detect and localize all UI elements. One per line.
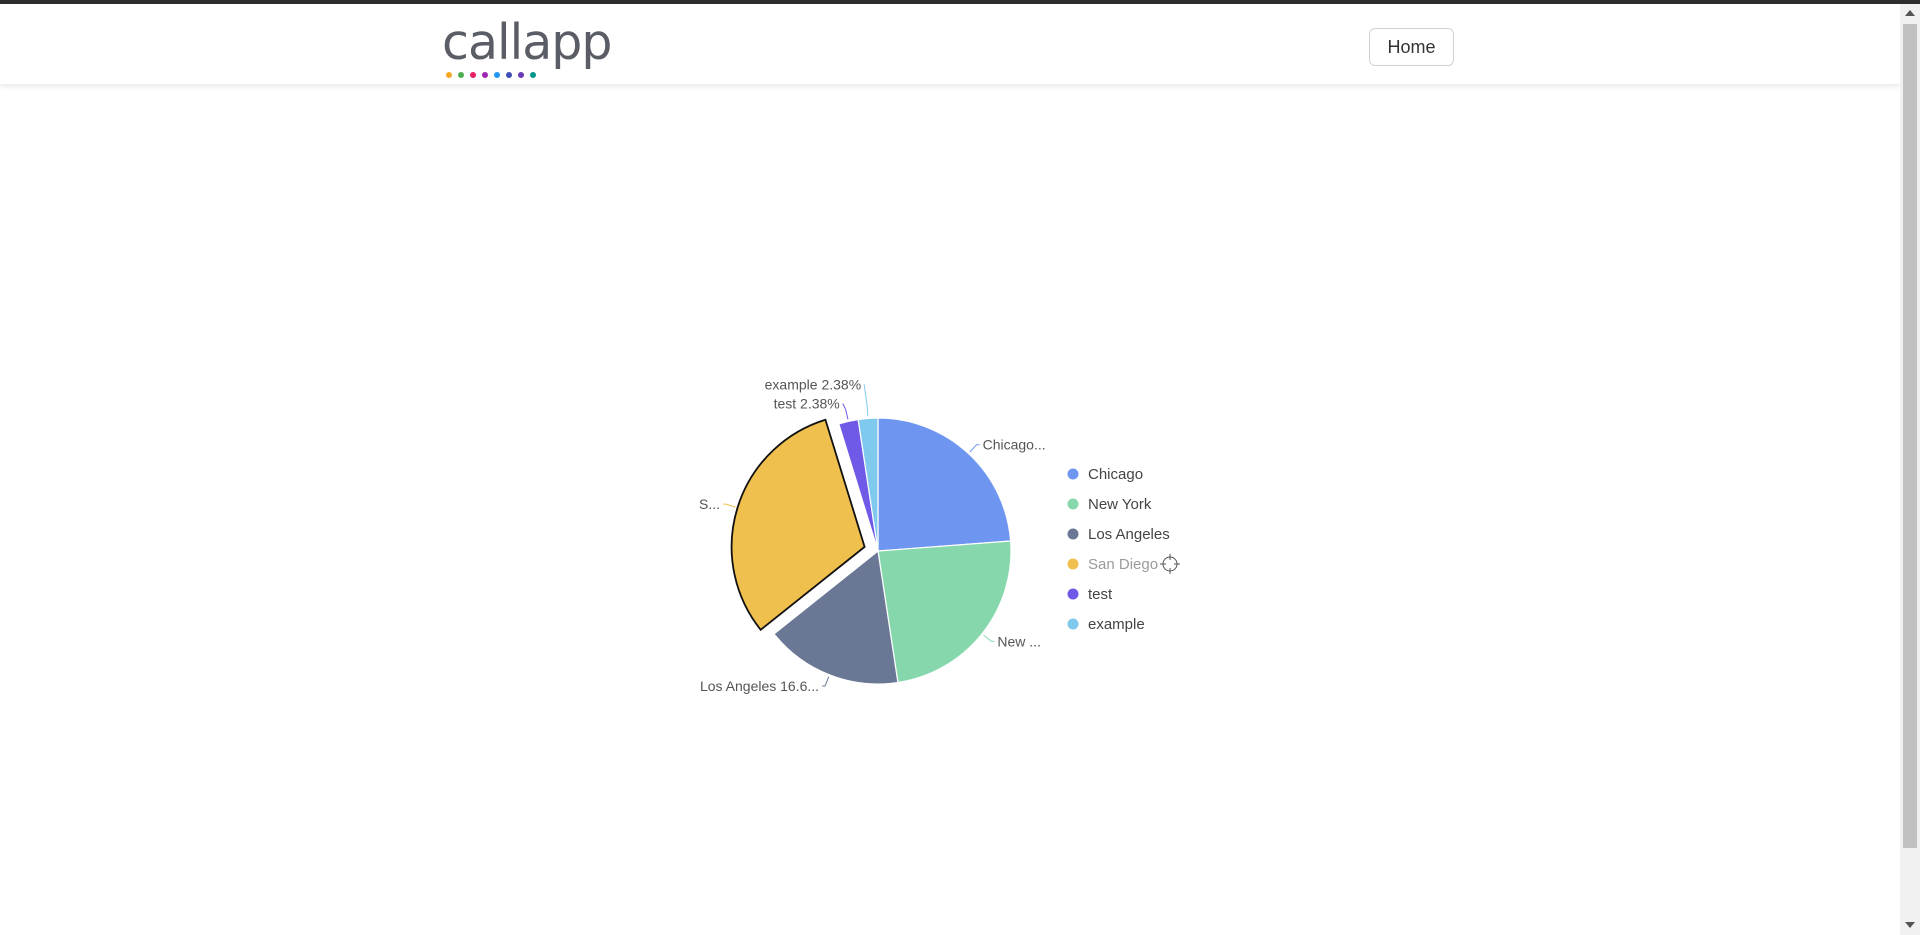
legend-label-new-york: New York	[1088, 496, 1152, 513]
leader-line-san-diego	[723, 503, 736, 508]
logo-dot	[494, 72, 500, 78]
leader-line-chicago	[969, 444, 980, 453]
legend-label-test: test	[1088, 586, 1113, 603]
pie-slice-new-york[interactable]	[877, 540, 1012, 684]
navbar: callapp Home	[0, 4, 1900, 84]
vertical-scrollbar[interactable]	[1900, 4, 1920, 935]
legend-item-new-york[interactable]: New York	[1067, 496, 1152, 513]
legend-item-san-diego[interactable]: San Diego	[1067, 556, 1159, 573]
legend-label-chicago: Chicago	[1088, 466, 1143, 483]
legend-label-example: example	[1088, 616, 1145, 633]
scroll-up-icon[interactable]	[1905, 10, 1915, 16]
home-button[interactable]: Home	[1369, 28, 1454, 66]
window-top-strip	[0, 0, 1920, 4]
slice-label-chicago: Chicago...	[983, 437, 1046, 453]
pie-slice-san-diego[interactable]	[730, 418, 866, 632]
legend-marker-example	[1067, 618, 1079, 630]
pie-slice-chicago[interactable]	[877, 417, 1012, 552]
legend-label-san-diego: San Diego	[1088, 556, 1158, 573]
slice-label-test: test 2.38%	[774, 396, 840, 412]
logo-dot	[458, 72, 464, 78]
legend-marker-new-york	[1067, 498, 1079, 510]
scroll-down-icon[interactable]	[1905, 922, 1915, 928]
logo-text: callapp	[442, 14, 612, 71]
legend-item-los-angeles[interactable]: Los Angeles	[1067, 526, 1170, 543]
legend-marker-los-angeles	[1067, 528, 1079, 540]
pie-slice-labels: Chicago... New ... Los Angeles 16.6... S...…	[699, 376, 1046, 694]
callapp-logo[interactable]: callapp	[442, 14, 612, 78]
leader-line-los-angeles	[822, 676, 830, 687]
pie-slice-los-angeles[interactable]	[773, 549, 899, 685]
leader-line-example	[863, 384, 869, 417]
legend-item-test[interactable]: test	[1067, 586, 1114, 603]
logo-dot	[482, 72, 488, 78]
crosshair-cursor-icon	[1160, 554, 1180, 574]
logo-dot	[446, 72, 452, 78]
slice-label-new-york: New ...	[997, 633, 1041, 649]
legend-item-example[interactable]: example	[1067, 616, 1145, 633]
legend-marker-test	[1067, 588, 1079, 600]
legend-label-los-angeles: Los Angeles	[1088, 526, 1170, 543]
legend-marker-chicago	[1067, 468, 1079, 480]
pie-slices	[730, 417, 1012, 685]
slice-label-san-diego: S...	[699, 496, 720, 512]
logo-dot	[530, 72, 536, 78]
slice-label-los-angeles: Los Angeles 16.6...	[700, 678, 819, 694]
pie-slice-example[interactable]	[857, 417, 879, 552]
logo-dots	[446, 72, 536, 78]
chart-legend: Chicago New York Los Angeles San Diego test e…	[1067, 466, 1180, 633]
pie-leader-lines	[723, 384, 995, 687]
scrollbar-thumb[interactable]	[1903, 24, 1917, 848]
leader-line-test	[842, 403, 849, 420]
logo-dot	[470, 72, 476, 78]
logo-dot	[518, 72, 524, 78]
logo-dot	[506, 72, 512, 78]
legend-item-chicago[interactable]: Chicago	[1067, 466, 1144, 483]
legend-marker-san-diego	[1067, 558, 1079, 570]
leader-line-new-york	[983, 634, 995, 642]
slice-label-example: example 2.38%	[765, 376, 862, 392]
